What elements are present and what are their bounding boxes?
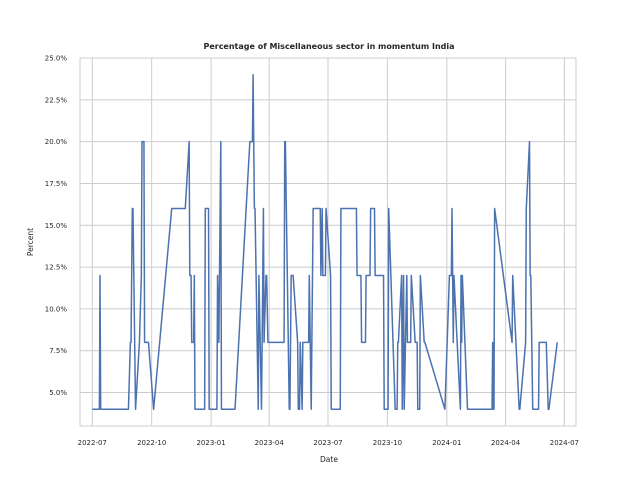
x-tick-label: 2023-10	[373, 439, 402, 447]
y-tick-label: 10.0%	[45, 305, 68, 313]
series-group	[92, 73, 559, 411]
x-tick-label: 2022-10	[137, 439, 166, 447]
x-tick-label: 2024-04	[491, 439, 521, 447]
chart-title: Percentage of Miscellaneous sector in mo…	[203, 42, 454, 51]
x-tick-label: 2022-07	[78, 439, 107, 447]
plot-frame	[79, 57, 577, 427]
y-axis-label: Percent	[26, 228, 35, 256]
x-tick-label: 2024-07	[550, 439, 579, 447]
x-axis-label: Date	[320, 455, 338, 464]
y-tick-label: 12.5%	[45, 264, 68, 272]
grid	[80, 57, 576, 426]
x-tick-label: 2023-04	[255, 439, 285, 447]
x-tick-label: 2023-07	[313, 439, 342, 447]
y-tick-label: 5.0%	[49, 389, 67, 397]
y-tick-label: 15.0%	[45, 222, 68, 230]
x-tick-label: 2023-01	[196, 439, 225, 447]
y-tick-label: 20.0%	[45, 138, 68, 146]
y-tick-labels: 5.0% 7.5% 10.0% 12.5% 15.0% 17.5% 20.0% 22.5% 25…	[45, 55, 68, 398]
series-line	[92, 73, 559, 411]
x-tick-labels: 2022-07 2022-10 2023-01 2023-04 2023-07 2023-…	[78, 439, 579, 447]
y-tick-label: 7.5%	[49, 347, 67, 355]
y-tick-label: 25.0%	[45, 55, 68, 63]
y-tick-label: 17.5%	[45, 180, 68, 188]
y-tick-label: 22.5%	[45, 96, 68, 104]
x-tick-label: 2024-01	[432, 439, 461, 447]
